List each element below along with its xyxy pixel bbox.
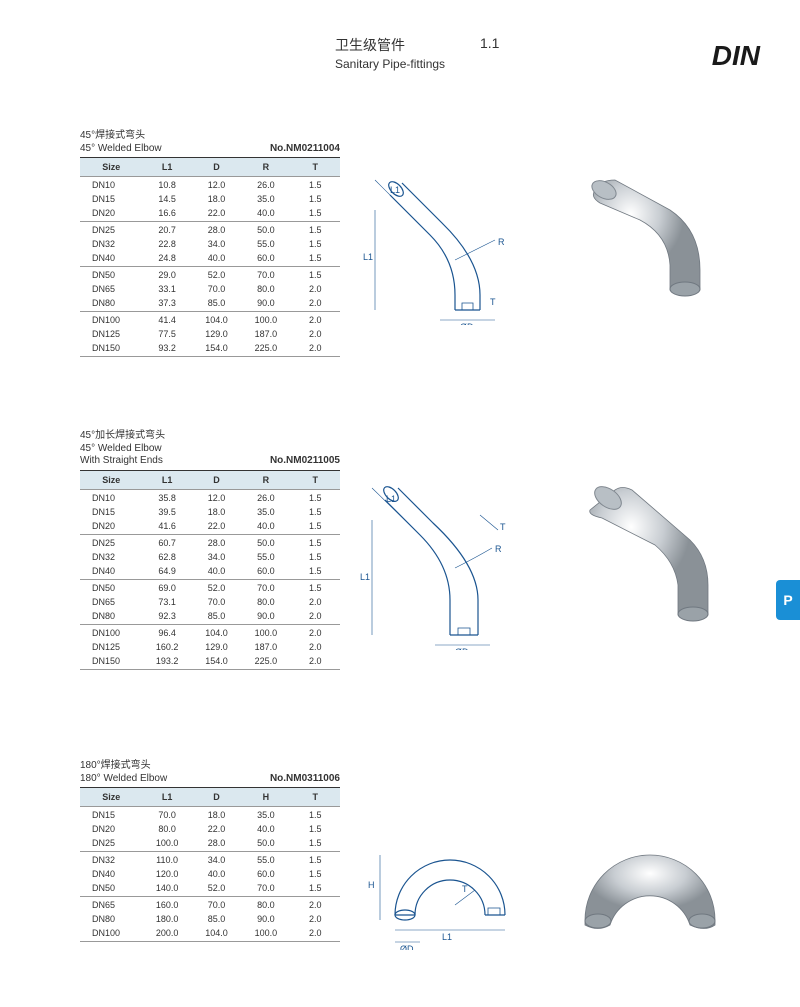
table-row: DN2520.728.050.01.5 xyxy=(80,222,340,238)
table-row: DN12577.5129.0187.02.0 xyxy=(80,327,340,341)
table-row: DN2041.622.040.01.5 xyxy=(80,519,340,535)
photo-180-elbow xyxy=(560,790,740,953)
table-row: DN150193.2154.0225.02.0 xyxy=(80,654,340,670)
table-row: DN5069.052.070.01.5 xyxy=(80,579,340,595)
svg-text:T: T xyxy=(462,884,468,894)
svg-text:L1: L1 xyxy=(363,252,373,262)
product-title-cn: 180°焊接式弯头 xyxy=(80,760,340,773)
svg-text:R: R xyxy=(495,544,502,554)
table-row: DN50140.052.070.01.5 xyxy=(80,881,340,897)
table-row: DN5029.052.070.01.5 xyxy=(80,267,340,283)
product-title-en-line2: With Straight Ends xyxy=(80,455,163,466)
spec-table-3: Size L1 D H T DN1570.018.035.01.5DN2080.… xyxy=(80,788,340,942)
svg-text:ØD: ØD xyxy=(455,647,469,650)
table-row: DN4024.840.060.01.5 xyxy=(80,251,340,267)
svg-text:ØD: ØD xyxy=(400,944,414,950)
table-row: DN1514.518.035.01.5 xyxy=(80,192,340,206)
product-code: No.NM0211004 xyxy=(270,143,340,156)
product-title-en: 180° Welded Elbow xyxy=(80,773,167,784)
table-row: DN80180.085.090.02.0 xyxy=(80,912,340,926)
table-row: DN125160.2129.0187.02.0 xyxy=(80,640,340,654)
table-row: DN2080.022.040.01.5 xyxy=(80,822,340,836)
table-row: DN15093.2154.0225.02.0 xyxy=(80,341,340,357)
table-row: DN1539.518.035.01.5 xyxy=(80,505,340,519)
diagram-45-elbow-straight: L1 L1 ØD R T xyxy=(360,480,540,653)
svg-text:L1: L1 xyxy=(390,185,400,195)
svg-text:ØD: ØD xyxy=(460,322,474,325)
svg-text:H: H xyxy=(368,880,375,890)
table-row: DN3222.834.055.01.5 xyxy=(80,237,340,251)
table-row: DN100200.0104.0100.02.0 xyxy=(80,926,340,942)
table-row: DN65160.070.080.02.0 xyxy=(80,897,340,913)
svg-text:L1: L1 xyxy=(442,932,452,942)
section-number: 1.1 xyxy=(480,35,499,51)
product-section-3: 180°焊接式弯头 180° Welded Elbow No.NM0311006… xyxy=(80,760,340,942)
table-row: DN2016.622.040.01.5 xyxy=(80,206,340,222)
table-row: DN32110.034.055.01.5 xyxy=(80,852,340,868)
table-row: DN6573.170.080.02.0 xyxy=(80,595,340,609)
photo-45-elbow-straight xyxy=(560,470,740,643)
svg-text:L1: L1 xyxy=(360,572,370,582)
svg-text:T: T xyxy=(500,522,506,532)
diagram-180-elbow: H L1 ØD T xyxy=(360,810,540,953)
table-header-row: Size L1 D R T xyxy=(80,158,340,177)
table-row: DN10041.4104.0100.02.0 xyxy=(80,312,340,328)
svg-text:T: T xyxy=(490,297,496,307)
page-title-en: Sanitary Pipe-fittings xyxy=(335,57,445,71)
table-row: DN3262.834.055.01.5 xyxy=(80,550,340,564)
product-section-1: 45°焊接式弯头 45° Welded Elbow No.NM0211004 S… xyxy=(80,130,340,357)
spec-table-1: Size L1 D R T DN1010.812.026.01.5DN1514.… xyxy=(80,158,340,357)
table-row: DN4064.940.060.01.5 xyxy=(80,564,340,580)
product-section-2: 45°加长焊接式弯头 45° Welded Elbow With Straigh… xyxy=(80,430,340,670)
photo-45-elbow xyxy=(560,155,740,318)
table-header-row: Size L1 D R T xyxy=(80,471,340,490)
svg-text:L1: L1 xyxy=(386,494,396,504)
table-row: DN8037.385.090.02.0 xyxy=(80,296,340,312)
table-row: DN1035.812.026.01.5 xyxy=(80,489,340,505)
product-code: No.NM0211005 xyxy=(270,455,340,468)
table-row: DN8092.385.090.02.0 xyxy=(80,609,340,625)
product-title-en-line1: 45° Welded Elbow xyxy=(80,443,340,456)
table-row: DN10096.4104.0100.02.0 xyxy=(80,624,340,640)
side-tab: P xyxy=(776,580,800,620)
table-row: DN25100.028.050.01.5 xyxy=(80,836,340,852)
table-row: DN6533.170.080.02.0 xyxy=(80,282,340,296)
table-row: DN1570.018.035.01.5 xyxy=(80,807,340,823)
product-title-cn: 45°焊接式弯头 xyxy=(80,130,340,143)
spec-table-2: Size L1 D R T DN1035.812.026.01.5DN1539.… xyxy=(80,471,340,670)
table-header-row: Size L1 D H T xyxy=(80,788,340,807)
product-title-cn: 45°加长焊接式弯头 xyxy=(80,430,340,443)
diagram-45-elbow: L1 L1 ØD R T xyxy=(360,165,540,328)
table-row: DN40120.040.060.01.5 xyxy=(80,867,340,881)
product-title-en: 45° Welded Elbow xyxy=(80,143,162,154)
page-title-cn: 卫生级管件 xyxy=(335,35,445,55)
table-row: DN1010.812.026.01.5 xyxy=(80,177,340,193)
product-code: No.NM0311006 xyxy=(270,773,340,786)
table-row: DN2560.728.050.01.5 xyxy=(80,534,340,550)
standard-label: DIN xyxy=(712,40,760,72)
svg-text:R: R xyxy=(498,237,505,247)
